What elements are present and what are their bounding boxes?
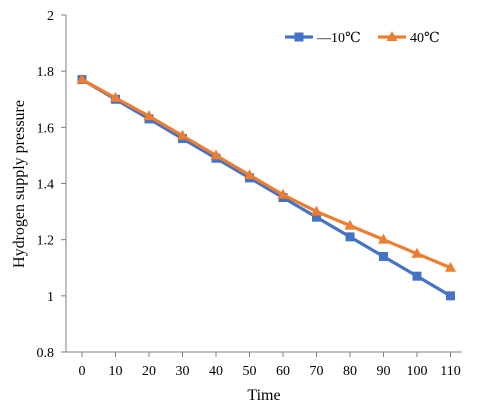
data-point <box>311 205 322 216</box>
series-1 <box>76 73 456 272</box>
data-point <box>412 271 422 281</box>
data-point <box>210 149 222 160</box>
x-tick-label: 30 <box>176 364 190 379</box>
data-point <box>446 291 455 301</box>
x-tick-label: 50 <box>243 364 257 379</box>
x-axis-ticks: 0 10 20 30 40 50 60 70 80 90 100 110 <box>79 352 461 379</box>
x-tick-label: 80 <box>343 364 357 379</box>
data-point <box>344 219 356 230</box>
data-point <box>177 129 188 140</box>
x-tick-label: 100 <box>407 364 428 379</box>
x-tick-label: 70 <box>310 364 324 379</box>
y-tick-label: 2 <box>47 9 54 24</box>
data-point <box>312 212 321 222</box>
x-tick-label: 110 <box>440 364 460 379</box>
legend-marker <box>386 31 398 41</box>
legend: —10℃ 40℃ <box>285 31 440 46</box>
x-axis-label: Time <box>247 387 280 404</box>
data-point <box>345 232 355 242</box>
x-tick-label: 20 <box>142 364 156 379</box>
y-tick-label: 1 <box>47 290 54 305</box>
x-tick-label: 10 <box>109 364 123 379</box>
x-tick-label: 90 <box>377 364 391 379</box>
series-line <box>81 78 452 270</box>
data-point <box>445 261 456 272</box>
data-point <box>277 188 289 199</box>
data-point <box>143 110 155 121</box>
legend-label: —10℃ <box>316 31 361 46</box>
y-tick-label: 1.2 <box>37 234 55 249</box>
x-tick-label: 40 <box>209 364 223 379</box>
series-line <box>81 78 452 298</box>
data-point <box>378 233 389 244</box>
data-point <box>244 169 255 180</box>
legend-marker <box>294 32 304 42</box>
legend-label: 40℃ <box>410 31 440 46</box>
legend-item: —10℃ <box>285 31 361 46</box>
y-axis-ticks: 0.8 1 1.2 1.4 1.6 1.8 2 <box>37 9 66 361</box>
y-axis-label: Hydrogen supply pressure <box>11 100 28 268</box>
y-tick-label: 1.4 <box>37 178 55 193</box>
legend-item: 40℃ <box>378 31 440 46</box>
data-point <box>379 252 388 262</box>
y-tick-label: 0.8 <box>37 346 55 361</box>
data-point <box>110 91 121 102</box>
y-tick-label: 1.6 <box>37 121 55 136</box>
y-tick-label: 1.8 <box>37 65 55 80</box>
series-layer <box>76 73 456 301</box>
x-tick-label: 0 <box>79 364 86 379</box>
x-tick-label: 60 <box>276 364 290 379</box>
data-point <box>76 73 88 84</box>
data-point <box>411 247 423 258</box>
